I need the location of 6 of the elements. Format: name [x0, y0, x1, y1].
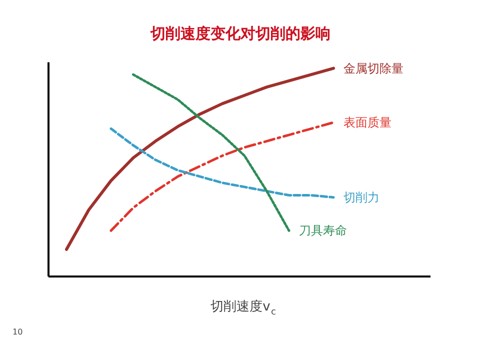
series-label: 表面质量: [344, 115, 392, 130]
series-label: 切削力: [344, 190, 380, 204]
text: 10: [12, 328, 23, 336]
series-label: 刀具寿命: [299, 224, 347, 238]
chart-title: 切削速度变化对切削的影响: [150, 24, 330, 42]
series-label: 金属切除量: [344, 61, 404, 76]
